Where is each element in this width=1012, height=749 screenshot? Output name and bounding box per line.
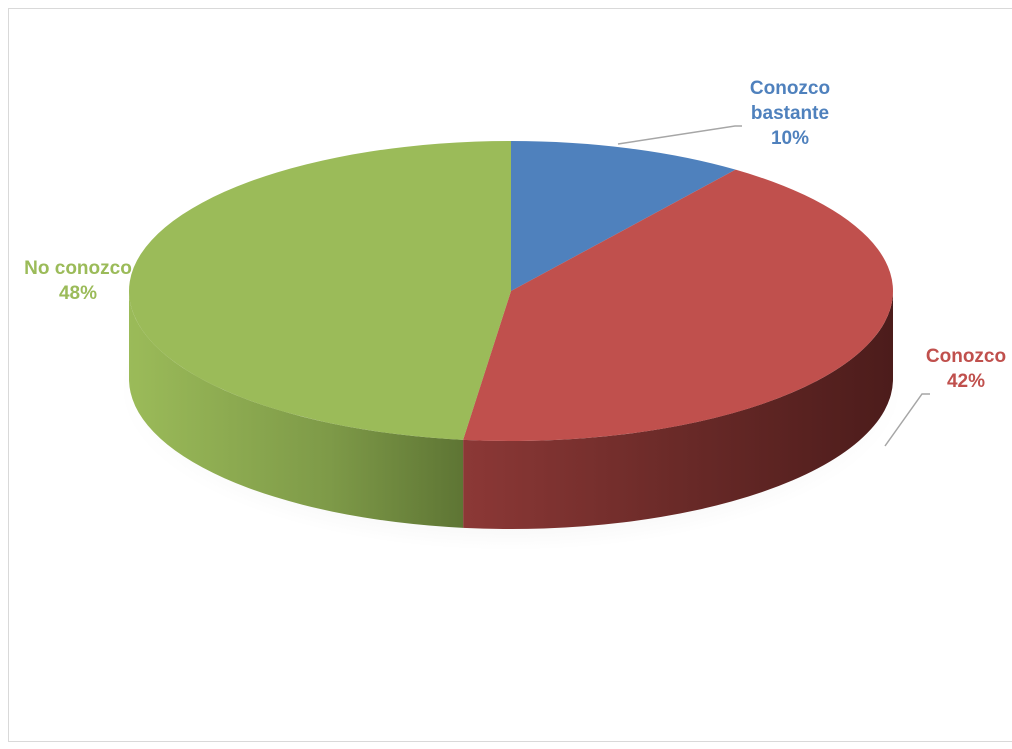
slice-label-no-conozco-line1: No conozco <box>24 258 132 279</box>
slice-label-conozco-line1: Conozco <box>925 346 1007 367</box>
leader-line-conozco-bastante <box>617 125 742 145</box>
slice-label-conozco: Conozco 42% <box>906 344 1012 394</box>
slice-conozco-bastante-top <box>511 141 736 291</box>
slice-percent-conozco-bastante: 10% <box>770 128 810 149</box>
slice-label-conozco-bastante-line2: bastante <box>750 103 830 124</box>
slice-percent-no-conozco: 48% <box>58 283 98 304</box>
leader-line-conozco <box>884 393 930 447</box>
chart-area <box>8 8 1012 742</box>
slice-label-conozco-bastante: Conozco bastante 10% <box>730 76 850 151</box>
slice-percent-conozco: 42% <box>946 371 986 392</box>
slice-conozco-top <box>463 169 894 441</box>
slice-no-conozco-top <box>128 141 511 440</box>
slice-no-conozco-side <box>128 291 464 528</box>
slice-conozco-side <box>463 291 893 529</box>
slice-label-no-conozco: No conozco 48% <box>8 256 148 306</box>
slice-label-conozco-bastante-line1: Conozco <box>749 78 831 99</box>
